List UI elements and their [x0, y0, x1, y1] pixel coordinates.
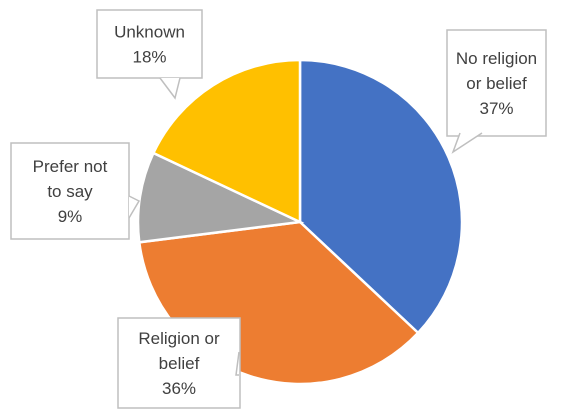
pie-slice-prefer-not	[136, 151, 305, 244]
pie-slice-no-religion	[298, 58, 464, 335]
data-label-prefer-not: Prefer not to say 9%	[10, 142, 141, 240]
data-label-value: 36%	[162, 379, 196, 398]
data-label-text: Unknown	[114, 23, 185, 42]
data-label-text: No religion	[456, 49, 537, 68]
data-label-text: or belief	[466, 74, 527, 93]
data-label-religion: Religion or belief 36%	[117, 317, 241, 409]
pie-slice-unknown	[151, 58, 302, 224]
data-label-value: 37%	[479, 99, 513, 118]
callout-pointer	[159, 77, 181, 100]
data-label-text: to say	[47, 182, 93, 201]
data-label-text: belief	[159, 354, 200, 373]
data-label-unknown: Unknown 18%	[96, 9, 203, 100]
callout-pointer-fill	[160, 78, 180, 98]
callout-pointer	[451, 132, 483, 154]
callout-box	[117, 317, 241, 409]
data-label-text: Prefer not	[33, 157, 108, 176]
data-label-callouts: No religion or belief 37% Religion or belief…	[10, 9, 547, 409]
data-label-text: Religion or	[138, 329, 220, 348]
data-label-value: 9%	[58, 207, 83, 226]
callout-pointer	[235, 351, 240, 376]
callout-box	[10, 142, 130, 240]
callout-box	[446, 29, 547, 137]
data-label-value: 18%	[132, 48, 166, 67]
callout-box	[96, 9, 203, 79]
data-label-no-religion: No religion or belief 37%	[446, 29, 547, 154]
callout-pointer	[128, 195, 141, 219]
